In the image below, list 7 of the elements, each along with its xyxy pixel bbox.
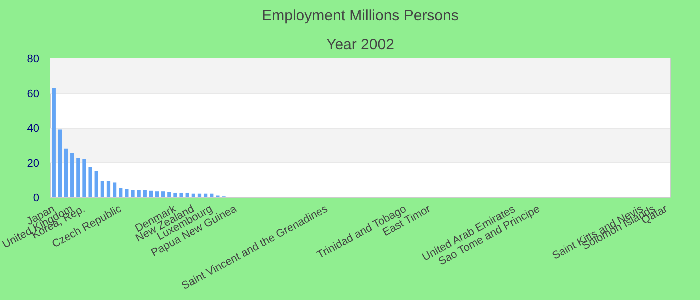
y-tick-label: 20 [27,158,40,170]
chart-title: Employment Millions Persons [262,8,459,24]
y-tick-label: 0 [33,192,40,204]
chart-subtitle: Year 2002 [326,36,394,54]
y-tick-label: 40 [27,123,40,135]
y-tick-label: 80 [27,54,40,66]
y-tick-label: 60 [27,88,40,100]
